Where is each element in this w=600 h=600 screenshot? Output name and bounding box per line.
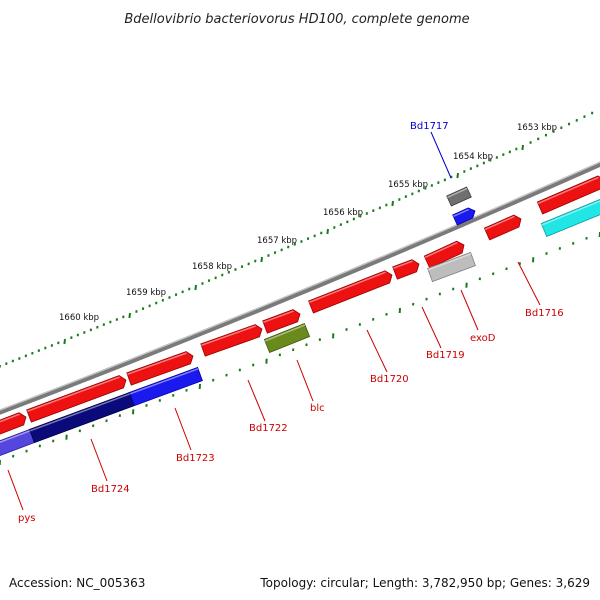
gene-label-bd1724: Bd1724 <box>91 484 130 495</box>
major-tick <box>521 144 524 151</box>
tick-label-1658: 1658 kbp <box>192 262 232 272</box>
genome-backbone-highlight <box>0 161 600 411</box>
leader-line <box>430 131 452 179</box>
gene-label-bd1716: Bd1716 <box>525 308 564 319</box>
topology-text: Topology: circular; Length: 3,782,950 bp… <box>260 576 590 590</box>
genome-backbone <box>0 161 600 415</box>
tick-label-1653: 1653 kbp <box>517 123 557 133</box>
gene-feature-upper <box>392 259 420 280</box>
gene-feature-upper <box>262 309 301 334</box>
gene-feature-upper <box>126 351 194 386</box>
leader-line <box>90 438 108 482</box>
gene-feature-lower <box>0 428 36 456</box>
leader-line <box>517 261 541 306</box>
leader-line <box>7 469 24 511</box>
tick-label-1656: 1656 kbp <box>323 208 363 218</box>
gene-feature-lower <box>540 199 600 238</box>
major-tick <box>260 256 263 263</box>
gene-feature-upper <box>200 324 263 357</box>
gene-feature-upper <box>308 270 393 314</box>
label-leader-lines <box>7 131 541 511</box>
leader-line <box>366 329 388 373</box>
leader-line <box>296 359 314 402</box>
major-tick <box>194 284 197 291</box>
major-tick <box>63 338 66 345</box>
tick-labels: 1653 kbp 1654 kbp 1655 kbp 1656 kbp 1657… <box>59 123 557 323</box>
gene-feature-bd1717-grey <box>446 186 472 207</box>
gene-label-bd1717: Bd1717 <box>410 121 449 132</box>
tick-label-1659: 1659 kbp <box>126 288 166 298</box>
gene-label-bd1720: Bd1720 <box>370 374 409 385</box>
leader-line <box>174 407 192 451</box>
gene-labels: Bd1717 Bd1716 exoD Bd1719 Bd1720 blc Bd1… <box>18 121 564 524</box>
gene-feature-upper <box>483 214 522 241</box>
gene-feature-upper <box>536 175 600 215</box>
tick-marks <box>0 111 600 466</box>
gene-label-exod: exoD <box>470 333 496 344</box>
leader-line <box>247 379 266 422</box>
tick-label-1657: 1657 kbp <box>257 236 297 246</box>
gene-label-bd1723: Bd1723 <box>176 453 215 464</box>
major-tick <box>391 200 394 207</box>
gene-feature-upper <box>423 240 465 269</box>
gene-label-blc: blc <box>310 403 325 414</box>
gene-feature-bd1717-blue <box>452 207 476 226</box>
tick-label-1655: 1655 kbp <box>388 180 428 190</box>
gene-label-pys: pys <box>18 513 35 524</box>
tick-label-1660: 1660 kbp <box>59 313 99 323</box>
tick-label-1654: 1654 kbp <box>453 152 493 162</box>
gene-feature-lower <box>427 251 476 283</box>
gene-feature-upper <box>0 412 27 435</box>
major-tick <box>326 228 329 235</box>
major-tick <box>456 172 459 179</box>
gene-feature-lower <box>129 366 203 407</box>
leader-line <box>460 289 479 331</box>
major-tick <box>128 312 131 319</box>
gene-feature-upper <box>26 375 127 423</box>
gene-features <box>0 175 600 456</box>
accession-text: Accession: NC_005363 <box>9 576 146 590</box>
gene-feature-lower <box>263 322 311 354</box>
map-title: Bdellovibrio bacteriovorus HD100, comple… <box>124 12 469 27</box>
gene-label-bd1719: Bd1719 <box>426 350 465 361</box>
leader-line <box>421 306 442 349</box>
gene-label-bd1722: Bd1722 <box>249 423 288 434</box>
